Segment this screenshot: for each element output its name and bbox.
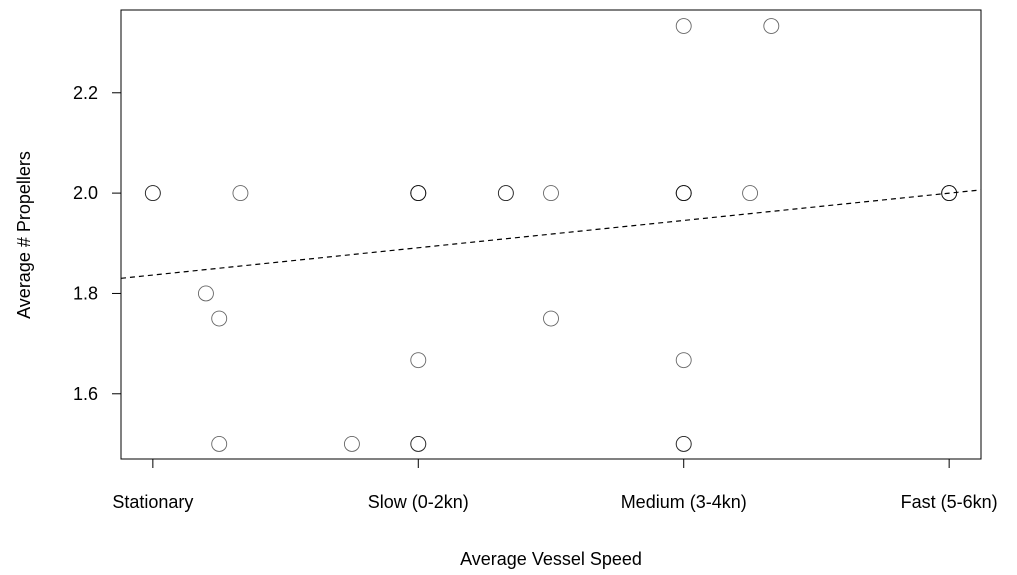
data-point [497, 185, 514, 202]
data-point [675, 185, 692, 202]
data-point [675, 435, 692, 452]
x-tick-label: Stationary [112, 492, 193, 512]
data-point [941, 185, 958, 202]
data-point [543, 310, 559, 327]
data-point [410, 435, 427, 452]
data-point [675, 352, 692, 369]
x-tick-label: Medium (3-4kn) [621, 492, 747, 512]
data-point [211, 435, 228, 452]
data-point [742, 185, 759, 202]
trend-line-group [120, 189, 982, 279]
data-point [410, 185, 427, 202]
data-point [197, 285, 214, 302]
y-tick-label: 1.6 [73, 384, 98, 404]
data-point [211, 310, 228, 327]
y-tick-label: 1.8 [73, 283, 98, 303]
x-tick-label: Slow (0-2kn) [368, 492, 469, 512]
y-tick-label: 2.0 [73, 183, 98, 203]
data-point [410, 352, 427, 369]
y-axis-title: Average # Propellers [14, 151, 34, 319]
data-point [144, 185, 161, 202]
x-axis-title: Average Vessel Speed [460, 549, 642, 569]
trend-line [120, 189, 982, 279]
data-point [232, 185, 249, 202]
data-point [543, 185, 559, 202]
data-point [763, 18, 780, 35]
x-tick-label: Fast (5-6kn) [901, 492, 998, 512]
y-axis: 1.6 1.8 2.0 2.2 [73, 83, 122, 404]
data-point [343, 435, 360, 452]
x-axis: Stationary Slow (0-2kn) Medium (3-4kn) Fast… [112, 458, 998, 512]
data-points [144, 18, 958, 452]
data-point [675, 18, 692, 35]
y-tick-label: 2.2 [73, 83, 98, 103]
